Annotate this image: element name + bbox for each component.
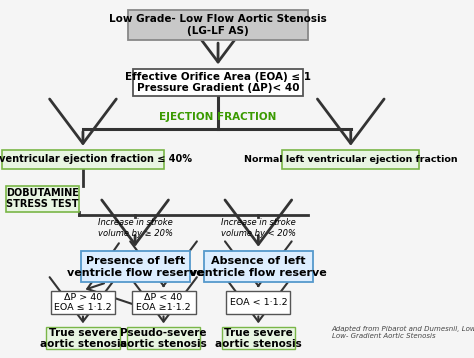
Text: Pseudo-severe
aortic stenosis: Pseudo-severe aortic stenosis [120,328,207,349]
FancyBboxPatch shape [81,251,190,282]
FancyBboxPatch shape [227,291,290,314]
FancyBboxPatch shape [131,291,195,314]
FancyBboxPatch shape [221,327,295,349]
Text: Increase in stroke
volume by ≥ 20%: Increase in stroke volume by ≥ 20% [98,218,173,238]
Text: Increase in stroke
volume by < 20%: Increase in stroke volume by < 20% [221,218,296,238]
Text: Effective Orifice Area (EOA) ≤ 1
Pressure Gradient (ΔP)< 40: Effective Orifice Area (EOA) ≤ 1 Pressur… [125,72,311,93]
FancyBboxPatch shape [282,150,419,169]
FancyBboxPatch shape [6,186,79,212]
FancyBboxPatch shape [46,327,119,349]
FancyBboxPatch shape [2,150,164,169]
FancyBboxPatch shape [51,291,115,314]
Text: EOA < 1·1.2: EOA < 1·1.2 [229,298,287,307]
Text: EJECTION FRACTION: EJECTION FRACTION [159,112,277,122]
Text: Left ventricular ejection fraction ≤ 40%: Left ventricular ejection fraction ≤ 40% [0,154,192,164]
Text: Low Grade- Low Flow Aortic Stenosis
(LG-LF AS): Low Grade- Low Flow Aortic Stenosis (LG-… [109,14,327,36]
Text: True severe
aortic stenosis: True severe aortic stenosis [215,328,302,349]
FancyBboxPatch shape [133,69,303,96]
Text: ΔP > 40
EOA ≤ 1·1.2: ΔP > 40 EOA ≤ 1·1.2 [54,293,112,312]
Text: DOBUTAMINE
STRESS TEST: DOBUTAMINE STRESS TEST [6,188,79,209]
Text: Adapted from Pibarot and Dumesnil, Low-Flow,
Low- Gradient Aortic Stenosis: Adapted from Pibarot and Dumesnil, Low-F… [332,326,474,339]
FancyBboxPatch shape [204,251,313,282]
FancyBboxPatch shape [128,10,308,40]
Text: Absence of left
ventricle flow reserve: Absence of left ventricle flow reserve [190,256,327,277]
Text: Presence of left
ventricle flow reserve: Presence of left ventricle flow reserve [67,256,203,277]
FancyBboxPatch shape [127,327,200,349]
Text: True severe
aortic stenosis: True severe aortic stenosis [39,328,127,349]
Text: ΔP < 40
EOA ≥1·1.2: ΔP < 40 EOA ≥1·1.2 [136,293,191,312]
Text: Normal left ventricular ejection fraction: Normal left ventricular ejection fractio… [244,155,457,164]
